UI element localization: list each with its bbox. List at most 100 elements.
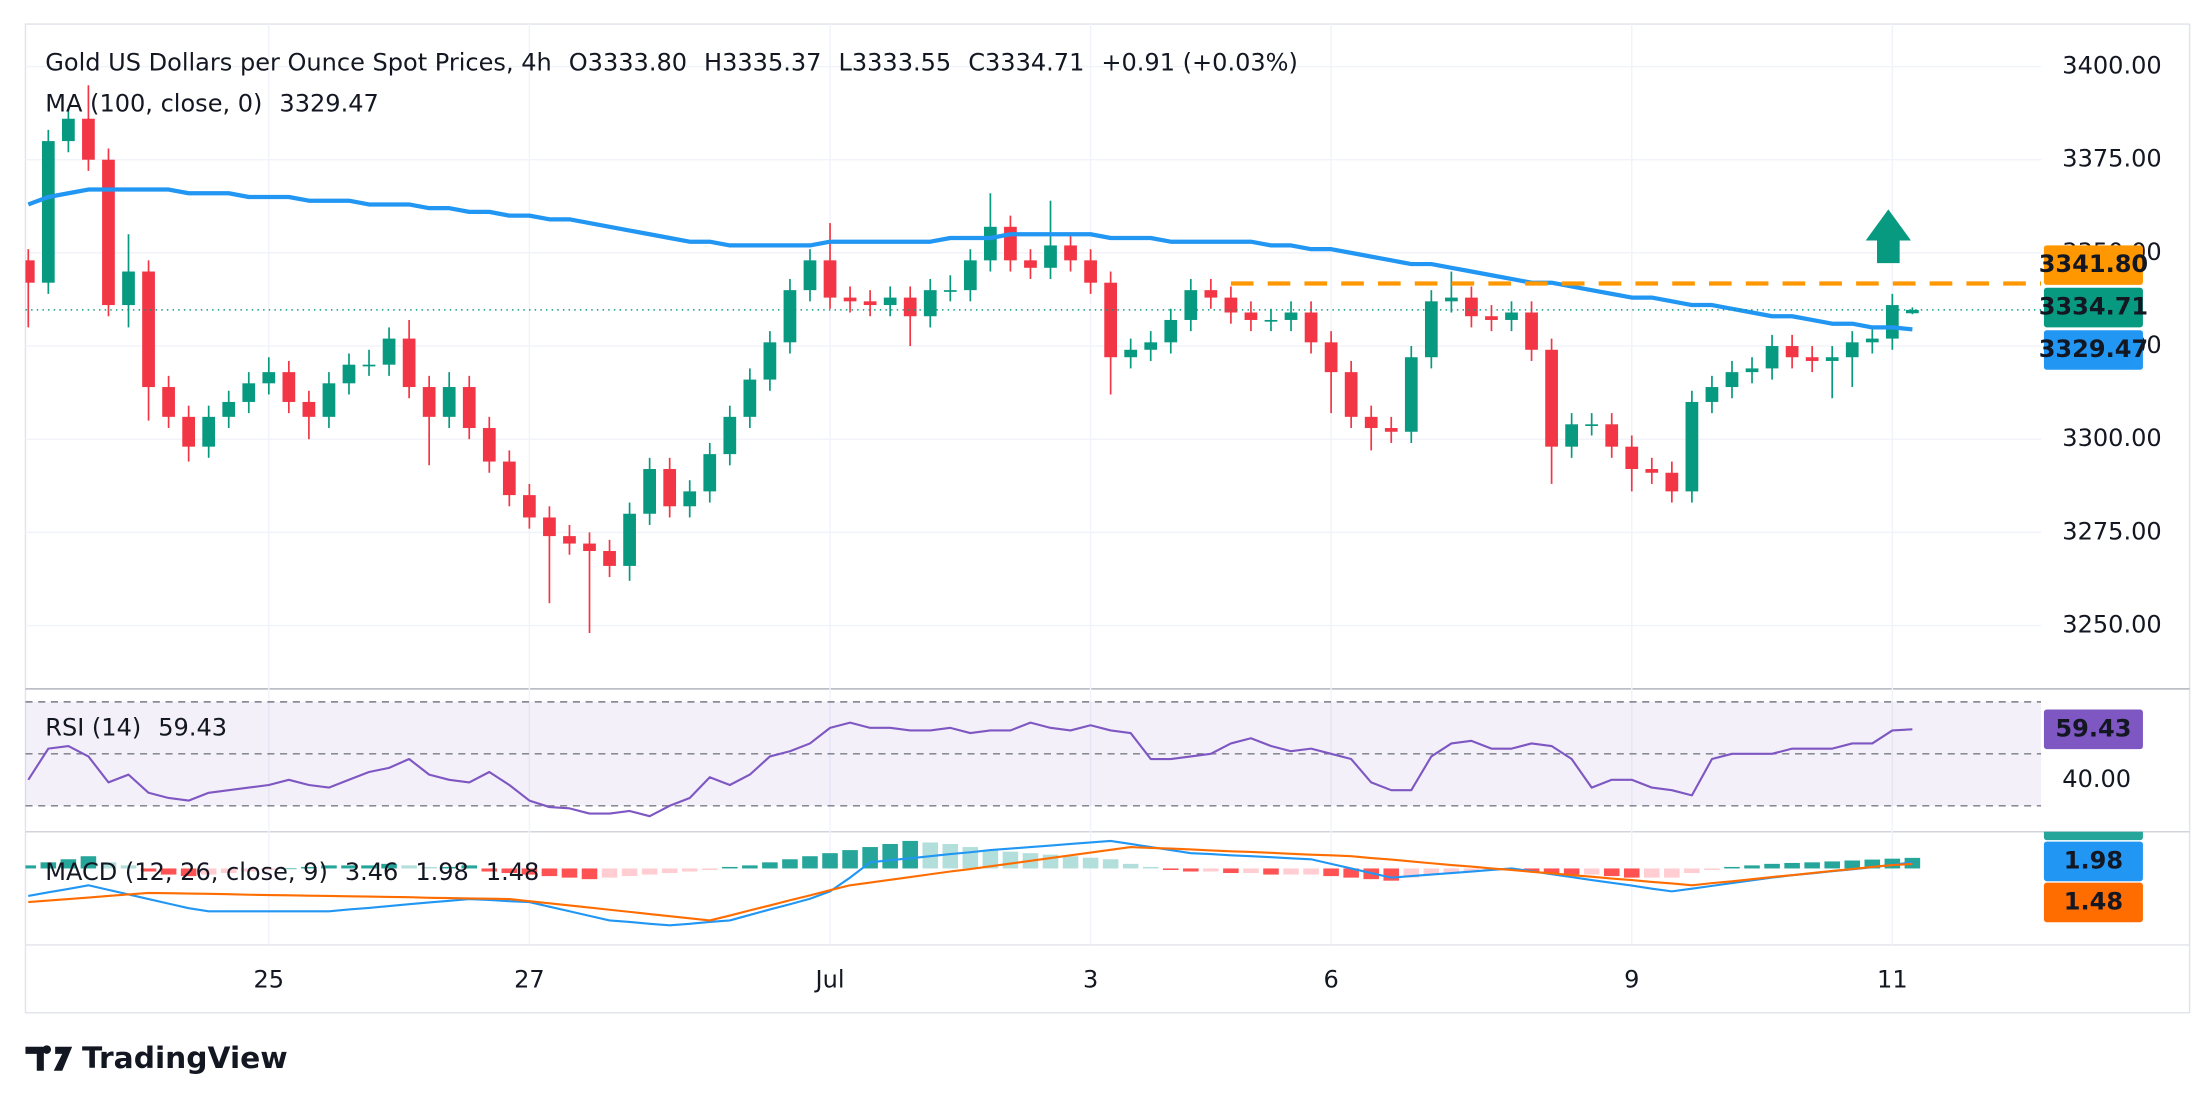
ma-value: 3329.47 [279, 90, 378, 118]
price-badge [2043, 831, 2143, 841]
candle-body [302, 401, 316, 417]
macd-histogram-bar [802, 856, 818, 869]
candle-body [41, 141, 55, 283]
candle-body [82, 118, 95, 160]
overlay: Gold US Dollars per Ounce Spot Prices, 4… [45, 49, 2148, 923]
macd-histogram-bar [581, 868, 598, 880]
macd-histogram-bar [361, 865, 377, 869]
x-tick-label: Jul [814, 965, 845, 993]
macd-histogram-bar [1864, 859, 1881, 869]
candle-body [723, 416, 737, 455]
candle-body [943, 290, 957, 292]
candle-body [122, 271, 135, 306]
y-tick-label: 3400.00 [2062, 52, 2161, 80]
candle-body [1044, 245, 1057, 268]
signal-line [28, 845, 1913, 922]
legend-label: L [838, 49, 852, 77]
price-badge [2043, 330, 2143, 370]
macd-histogram-bar [1824, 861, 1840, 869]
candle-body [442, 387, 456, 417]
candle-body [202, 416, 216, 447]
candle-body [1424, 301, 1438, 358]
macd-histogram-bar [541, 868, 558, 877]
candle-body [1064, 245, 1077, 261]
macd-badges: 3.46 1.98 1.48 [2043, 805, 2143, 923]
candle-body [1364, 416, 1378, 429]
macd-histogram-bar [982, 850, 999, 869]
candle-body [1765, 346, 1779, 369]
macd-histogram-bar [782, 859, 798, 869]
candle-body [25, 260, 35, 283]
price-badge [2043, 841, 2143, 882]
macd-histogram-bar [441, 866, 457, 869]
macd-histogram-bar [501, 868, 518, 874]
legend-value: 3333.80 [588, 49, 687, 77]
x-tick-label: 25 [254, 965, 285, 993]
macd-histogram-bar [1443, 868, 1460, 874]
candle-body [1725, 372, 1739, 388]
candle-body [1745, 368, 1759, 373]
candle-body [1825, 357, 1839, 361]
macd-histogram-bar [1223, 868, 1239, 874]
candle-body [502, 461, 516, 496]
macd-hist-value: 3.46 [345, 858, 399, 886]
y-tick-label: 3375.00 [2062, 145, 2161, 173]
macd-histogram-bar [521, 868, 538, 875]
candle-body [1024, 260, 1037, 268]
candle-body [1906, 309, 1919, 314]
candle-body [1224, 297, 1238, 313]
candle-body [1865, 338, 1879, 343]
candle-body [903, 297, 917, 317]
macd-histogram-bar [1203, 868, 1219, 872]
macd-histogram-bar [1463, 868, 1480, 872]
rsi-line [27, 721, 1913, 818]
macd-histogram-bar [421, 866, 437, 869]
candle-body [182, 416, 196, 447]
candle-body [543, 517, 556, 537]
candle-body [102, 159, 115, 306]
macd-histogram-bar [321, 865, 337, 869]
price-badge-label: 3329.47 [2039, 335, 2148, 363]
macd-histogram-bar [1183, 868, 1199, 872]
macd-histogram-bar [100, 862, 117, 869]
candle-body [1785, 346, 1799, 358]
candle-body [1124, 349, 1138, 358]
macd-histogram-bar [1283, 868, 1299, 875]
macd-histogram-bar [1162, 868, 1179, 870]
candle-body [603, 551, 616, 566]
macd-histogram-bar [1543, 868, 1560, 874]
macd-histogram-bar [220, 868, 237, 874]
candle-body [1344, 372, 1358, 417]
macd-histogram-bar [722, 866, 738, 869]
rsi-legend: RSI (14) [45, 713, 141, 741]
watermark: TradingView [82, 1041, 288, 1076]
macd-histogram-bar [481, 868, 498, 872]
macd-histogram-bar [1303, 868, 1319, 875]
candle-body [1585, 424, 1599, 427]
macd-histogram-bar [240, 868, 257, 872]
candle-body [402, 338, 416, 388]
candle-body [1885, 305, 1899, 339]
macd-histogram-bar [1563, 868, 1580, 875]
price-badge-label: 3.46 [2064, 805, 2123, 833]
candle-body [1204, 290, 1218, 298]
candle-body [523, 495, 536, 518]
legend-label: H [704, 49, 722, 77]
candle-body [1244, 312, 1258, 320]
moving-average-line [27, 187, 1913, 332]
candle-body [142, 271, 155, 388]
macd-histogram-bar [1323, 868, 1339, 877]
candle-body [1404, 357, 1418, 432]
candle-body [703, 454, 717, 492]
candle-body [1705, 387, 1719, 402]
macd-histogram-bar [1623, 868, 1640, 878]
macd-histogram-bar [1884, 858, 1901, 869]
candle-body [1104, 282, 1118, 358]
candle-body [963, 260, 977, 291]
macd-histogram-bar [1744, 865, 1760, 869]
x-tick-label: 6 [1323, 965, 1338, 993]
price-badge-label: 3334.71 [2039, 293, 2148, 321]
price-badge-label: 1.48 [2064, 887, 2123, 915]
candle-body [422, 387, 436, 417]
candle-body [382, 338, 396, 365]
